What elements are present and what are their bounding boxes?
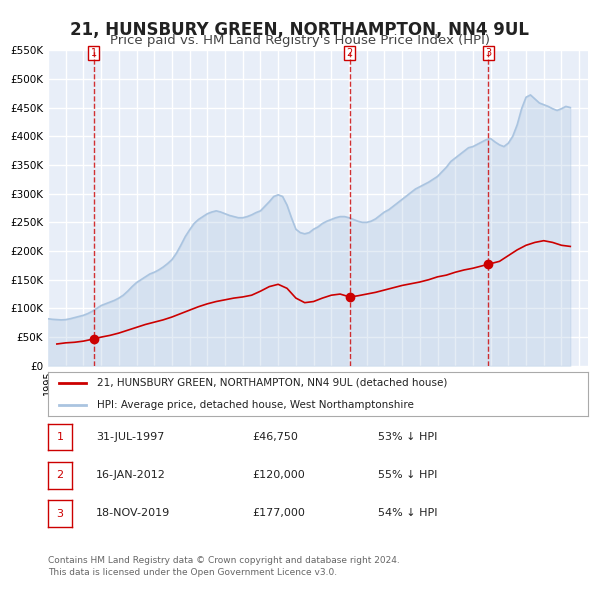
Text: 2: 2 [347, 48, 353, 58]
Text: 21, HUNSBURY GREEN, NORTHAMPTON, NN4 9UL: 21, HUNSBURY GREEN, NORTHAMPTON, NN4 9UL [71, 21, 530, 39]
Text: 3: 3 [485, 48, 491, 58]
Text: 1: 1 [56, 432, 64, 442]
Text: 54% ↓ HPI: 54% ↓ HPI [378, 509, 437, 518]
Text: 2: 2 [56, 470, 64, 480]
Text: 21, HUNSBURY GREEN, NORTHAMPTON, NN4 9UL (detached house): 21, HUNSBURY GREEN, NORTHAMPTON, NN4 9UL… [97, 378, 447, 388]
Text: £177,000: £177,000 [252, 509, 305, 518]
Text: 18-NOV-2019: 18-NOV-2019 [96, 509, 170, 518]
Text: 3: 3 [56, 509, 64, 519]
Text: HPI: Average price, detached house, West Northamptonshire: HPI: Average price, detached house, West… [97, 400, 413, 410]
Text: Price paid vs. HM Land Registry's House Price Index (HPI): Price paid vs. HM Land Registry's House … [110, 34, 490, 47]
Text: Contains HM Land Registry data © Crown copyright and database right 2024.
This d: Contains HM Land Registry data © Crown c… [48, 556, 400, 577]
Text: £120,000: £120,000 [252, 470, 305, 480]
Text: £46,750: £46,750 [252, 432, 298, 441]
Text: 31-JUL-1997: 31-JUL-1997 [96, 432, 164, 441]
Text: 1: 1 [91, 48, 97, 58]
Text: 53% ↓ HPI: 53% ↓ HPI [378, 432, 437, 441]
Text: 55% ↓ HPI: 55% ↓ HPI [378, 470, 437, 480]
Text: 16-JAN-2012: 16-JAN-2012 [96, 470, 166, 480]
